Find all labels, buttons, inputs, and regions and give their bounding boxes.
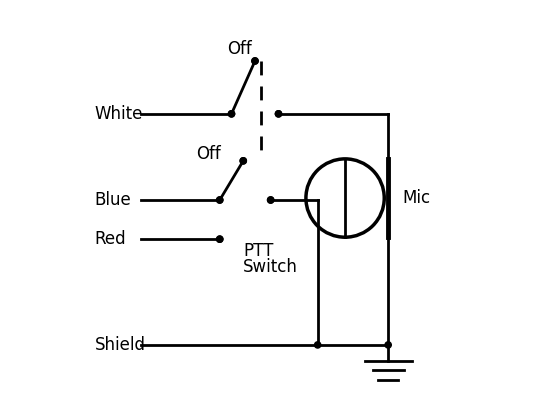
- Circle shape: [217, 236, 223, 242]
- Circle shape: [240, 158, 246, 164]
- Text: Mic: Mic: [402, 189, 430, 207]
- Circle shape: [267, 197, 274, 203]
- Text: Blue: Blue: [95, 191, 131, 209]
- Circle shape: [217, 197, 223, 203]
- Circle shape: [252, 58, 258, 64]
- Text: Red: Red: [95, 230, 126, 248]
- Text: White: White: [95, 105, 143, 123]
- Circle shape: [275, 111, 282, 117]
- Circle shape: [240, 158, 246, 164]
- Circle shape: [252, 58, 258, 64]
- Circle shape: [217, 197, 223, 203]
- Circle shape: [217, 236, 223, 242]
- Text: PTT: PTT: [243, 242, 273, 260]
- Circle shape: [315, 342, 321, 348]
- Text: Shield: Shield: [95, 336, 145, 354]
- Circle shape: [228, 111, 234, 117]
- Text: Off: Off: [196, 145, 221, 163]
- Circle shape: [267, 197, 274, 203]
- Circle shape: [275, 111, 282, 117]
- Circle shape: [385, 342, 392, 348]
- Text: Off: Off: [228, 40, 252, 58]
- Text: Switch: Switch: [243, 258, 298, 276]
- Circle shape: [228, 111, 234, 117]
